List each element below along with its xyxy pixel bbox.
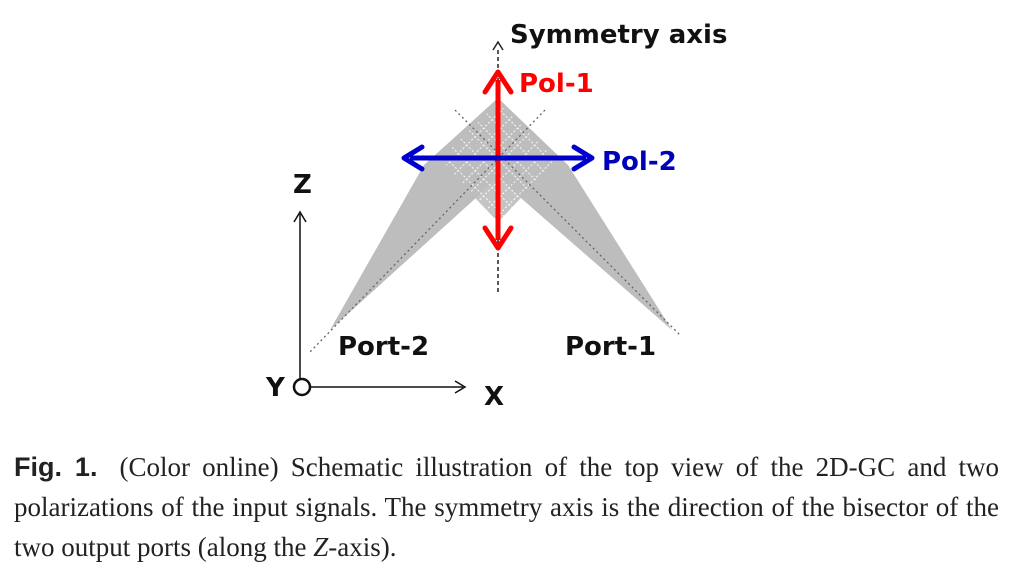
port-1-label: Port-1 [565,332,656,362]
pol-2-arrow [401,144,595,172]
coordinate-axes [292,210,467,397]
port-2-centerline [309,109,546,353]
caption-label: Fig. 1. [14,452,98,482]
symmetry-axis-arrowhead [492,40,504,51]
diagram-figure: Symmetry axis Pol-1 Pol-2 Port-2 Port-1 … [265,20,727,412]
port-2-label: Port-2 [338,332,429,362]
axis-z-label: Z [293,170,312,200]
axis-y-label: Y [265,373,286,403]
port-1-centerline [454,109,681,336]
caption-text-end: -axis). [328,532,397,562]
caption-italic-axis: Z [313,532,329,562]
pol-2-label: Pol-2 [602,147,677,177]
pol-1-label: Pol-1 [519,69,594,99]
axis-x-label: X [484,382,504,412]
figure-caption: Fig. 1. (Color online) Schematic illustra… [14,447,999,567]
symmetry-axis-label: Symmetry axis [510,20,727,50]
caption-text: (Color online) Schematic illustration of… [14,452,999,562]
